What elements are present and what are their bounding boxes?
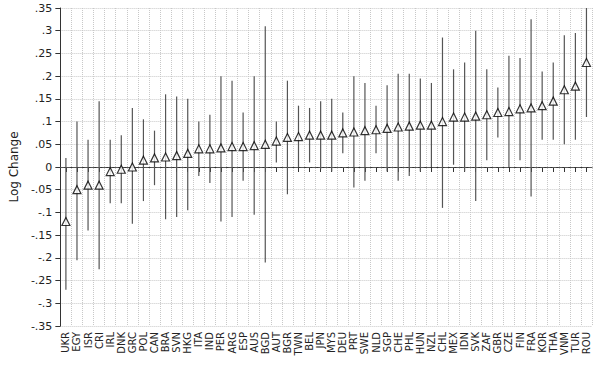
svg-text:JPN: JPN bbox=[315, 332, 326, 349]
svg-text:ESP: ESP bbox=[238, 332, 249, 351]
svg-text:TWN: TWN bbox=[293, 332, 304, 356]
svg-text:CHE: CHE bbox=[393, 332, 404, 353]
svg-text:.3: .3 bbox=[42, 24, 53, 37]
svg-text:NLD: NLD bbox=[371, 332, 382, 353]
svg-text:.05: .05 bbox=[35, 138, 53, 151]
svg-text:.25: .25 bbox=[35, 47, 53, 60]
svg-text:.15: .15 bbox=[35, 92, 53, 105]
svg-text:CAN: CAN bbox=[149, 332, 160, 353]
svg-text:KOR: KOR bbox=[537, 332, 548, 353]
svg-text:POL: POL bbox=[138, 332, 149, 352]
svg-text:EGY: EGY bbox=[71, 331, 82, 352]
svg-text:HUN: HUN bbox=[415, 332, 426, 354]
svg-text:-.05: -.05 bbox=[31, 183, 52, 196]
svg-text:PER: PER bbox=[215, 332, 226, 351]
svg-text:.35: .35 bbox=[35, 2, 53, 15]
svg-text:CRI: CRI bbox=[94, 332, 105, 349]
svg-text:CZE: CZE bbox=[503, 332, 514, 352]
svg-text:THA: THA bbox=[548, 332, 559, 354]
svg-text:UKR: UKR bbox=[60, 332, 71, 353]
svg-text:PHL: PHL bbox=[404, 332, 415, 352]
svg-text:ROU: ROU bbox=[581, 332, 592, 354]
svg-text:CHL: CHL bbox=[437, 332, 448, 353]
svg-text:-.25: -.25 bbox=[31, 274, 52, 287]
svg-text:ARG: ARG bbox=[227, 332, 238, 354]
svg-text:-.15: -.15 bbox=[31, 229, 52, 242]
svg-text:PRT: PRT bbox=[348, 331, 359, 350]
svg-text:0: 0 bbox=[45, 161, 52, 174]
svg-text:NZL: NZL bbox=[426, 332, 437, 352]
svg-text:SGP: SGP bbox=[382, 332, 393, 352]
svg-text:AUT: AUT bbox=[271, 331, 282, 352]
svg-text:BGD: BGD bbox=[260, 332, 271, 354]
svg-text:ZAF: ZAF bbox=[481, 332, 492, 352]
svg-text:IND: IND bbox=[204, 332, 215, 350]
svg-text:MEX: MEX bbox=[448, 332, 459, 354]
svg-text:BRA: BRA bbox=[160, 332, 171, 352]
svg-text:SWE: SWE bbox=[359, 332, 370, 355]
svg-text:IRL: IRL bbox=[105, 332, 116, 348]
svg-text:DEU: DEU bbox=[337, 332, 348, 353]
svg-text:GBR: GBR bbox=[492, 332, 503, 354]
svg-text:SVN: SVN bbox=[171, 332, 182, 353]
svg-text:BGR: BGR bbox=[282, 332, 293, 353]
svg-text:AUS: AUS bbox=[249, 332, 260, 353]
svg-text:.2: .2 bbox=[42, 70, 53, 83]
svg-text:.1: .1 bbox=[42, 115, 53, 128]
svg-text:FRA: FRA bbox=[526, 332, 537, 351]
svg-text:GRC: GRC bbox=[127, 332, 138, 353]
svg-text:MYS: MYS bbox=[326, 332, 337, 353]
svg-text:BEL: BEL bbox=[304, 332, 315, 351]
svg-text:TUR: TUR bbox=[570, 332, 581, 353]
svg-text:VNM: VNM bbox=[559, 332, 570, 355]
svg-text:DNK: DNK bbox=[116, 332, 127, 354]
svg-text:-.1: -.1 bbox=[38, 206, 52, 219]
svg-text:ITA: ITA bbox=[193, 332, 204, 347]
svg-text:ISR: ISR bbox=[83, 332, 94, 348]
svg-text:SVK: SVK bbox=[470, 332, 481, 352]
svg-text:IDN: IDN bbox=[459, 332, 470, 350]
svg-text:FIN: FIN bbox=[515, 332, 526, 348]
svg-text:-.3: -.3 bbox=[38, 297, 52, 310]
svg-text:-.35: -.35 bbox=[31, 320, 52, 333]
svg-text:-.2: -.2 bbox=[38, 251, 52, 264]
svg-text:Log Change: Log Change bbox=[7, 131, 21, 202]
svg-text:HKG: HKG bbox=[182, 332, 193, 354]
